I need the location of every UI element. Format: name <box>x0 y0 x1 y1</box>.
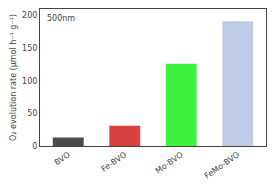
svg-text:O₂ evolution rate (μmol h⁻¹ g⁻: O₂ evolution rate (μmol h⁻¹ g⁻¹) <box>9 14 18 141</box>
svg-text:Mo-BVO: Mo-BVO <box>154 150 185 175</box>
svg-text:100: 100 <box>22 77 37 86</box>
svg-text:200: 200 <box>22 11 37 20</box>
svg-text:Fe-BVO: Fe-BVO <box>100 150 129 174</box>
svg-text:150: 150 <box>22 44 37 53</box>
svg-text:BVO: BVO <box>53 150 72 167</box>
svg-text:FeMo-BVO: FeMo-BVO <box>203 150 241 181</box>
svg-text:50: 50 <box>27 109 37 118</box>
svg-text:0: 0 <box>32 142 37 151</box>
svg-text:500nm: 500nm <box>47 14 75 23</box>
